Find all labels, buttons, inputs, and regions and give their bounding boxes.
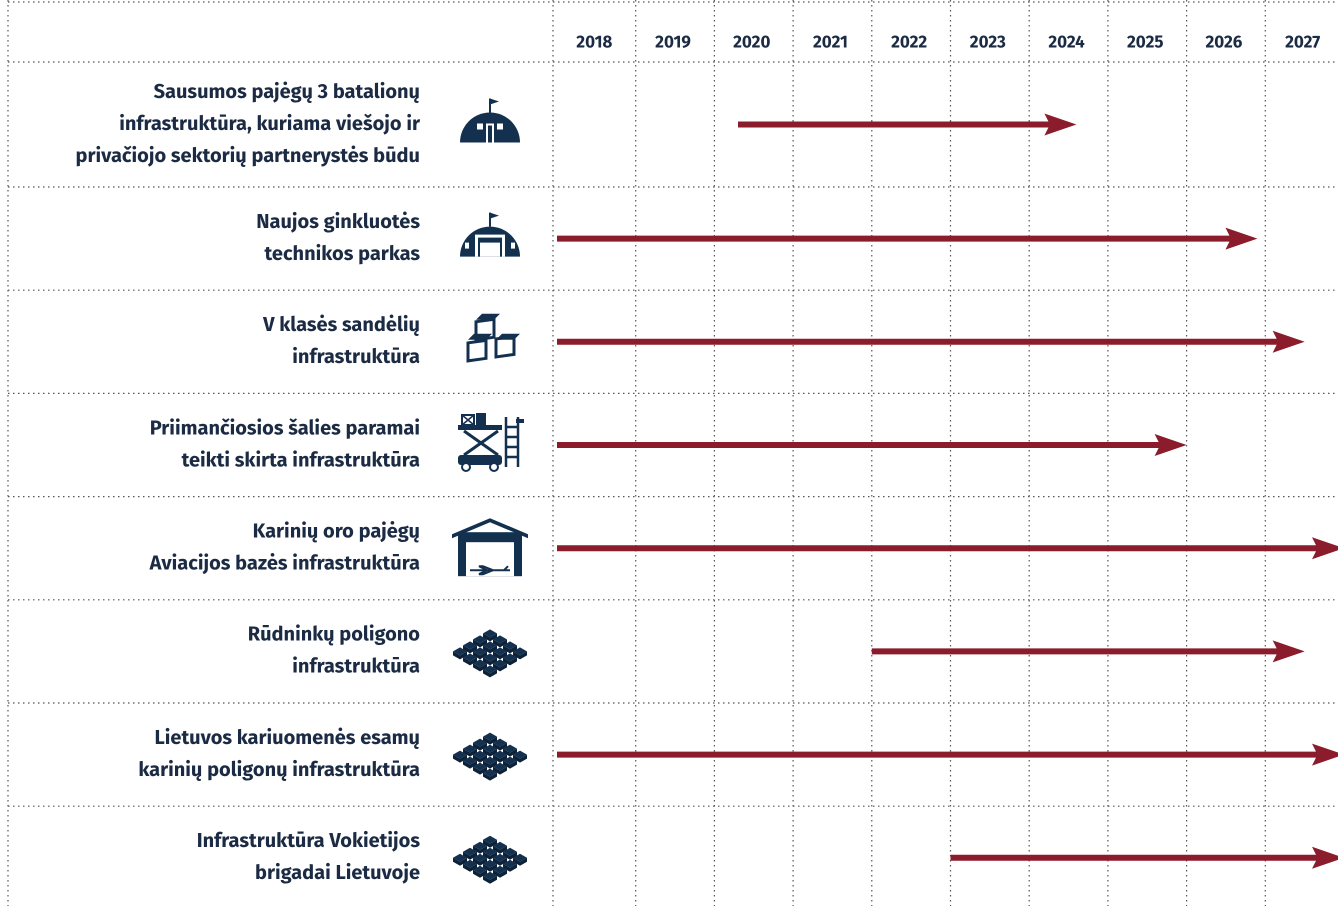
task-label: Aviacijos bazės infrastruktūra [149, 552, 420, 576]
task-arrow [557, 330, 1305, 353]
icon [497, 123, 503, 130]
icon [470, 565, 510, 576]
icon [461, 414, 475, 426]
task-arrow [557, 434, 1187, 456]
task-label: V klasės sandėlių [262, 313, 420, 337]
column-label: 2019 [655, 32, 691, 53]
icon [452, 518, 528, 539]
task-label: teikti skirta infrastruktūra [182, 448, 420, 472]
task-label: infrastruktūra, kuriama viešojo ir [119, 112, 421, 136]
task-label: brigadai Lietuvoje [255, 861, 420, 885]
column-label: 2021 [813, 32, 848, 53]
icon [496, 333, 520, 340]
icon [476, 313, 500, 320]
icon [504, 417, 520, 467]
column-label: 2023 [970, 32, 1006, 53]
icon [476, 413, 486, 425]
icon [490, 212, 499, 219]
icon [463, 429, 499, 457]
icon [483, 875, 497, 884]
task-label: karinių poligonų infrastruktūra [138, 758, 420, 782]
task-label: Naujos ginkluotės [256, 210, 420, 234]
icon [490, 98, 499, 105]
task-label: Karinių oro pajėgų [253, 520, 420, 544]
column-label: 2022 [891, 32, 927, 53]
column-label: 2020 [733, 32, 770, 53]
task-label: Sausumos pajėgų 3 batalionų [154, 80, 420, 104]
task-arrow [738, 113, 1077, 136]
column-label: 2024 [1048, 32, 1085, 53]
column-label: 2018 [576, 32, 612, 53]
icon [466, 338, 488, 363]
icon [483, 772, 497, 781]
icon [488, 125, 492, 143]
icon [516, 419, 524, 423]
task-label: Lietuvos kariuomenės esamų [155, 726, 420, 750]
task-icon [458, 413, 524, 472]
icon [480, 242, 500, 257]
task-label: privačiojo sektorių partnerystės būdu [76, 144, 420, 168]
column-label: 2025 [1127, 32, 1163, 53]
task-icon [453, 835, 527, 884]
task-arrow [871, 640, 1305, 663]
icon [477, 123, 483, 130]
task-label: technikos parkas [265, 242, 421, 266]
task-arrow [557, 743, 1338, 766]
task-label: infrastruktūra [292, 345, 420, 369]
task-icon [453, 732, 527, 781]
task-icon [466, 313, 520, 363]
task-label: Rūdninkų poligono [248, 623, 421, 647]
task-label: infrastruktūra [292, 655, 420, 679]
icon [483, 669, 497, 678]
icon [511, 242, 515, 249]
column-label: 2026 [1205, 32, 1242, 53]
column-label: 2027 [1285, 32, 1320, 53]
icon [468, 333, 492, 340]
task-arrow [950, 846, 1338, 869]
task-icon [453, 629, 527, 678]
icon [458, 425, 502, 430]
icon [458, 455, 502, 465]
task-arrow [557, 537, 1338, 560]
icon [465, 242, 469, 249]
task-label: Priimančiosios šalies paramai [150, 416, 420, 440]
icon [489, 462, 499, 472]
task-icon [452, 518, 528, 577]
task-icon [460, 98, 520, 143]
icon [461, 462, 471, 472]
task-arrow [557, 227, 1258, 250]
task-icon [460, 212, 520, 257]
task-label: Infrastruktūra Vokietijos [197, 829, 421, 853]
